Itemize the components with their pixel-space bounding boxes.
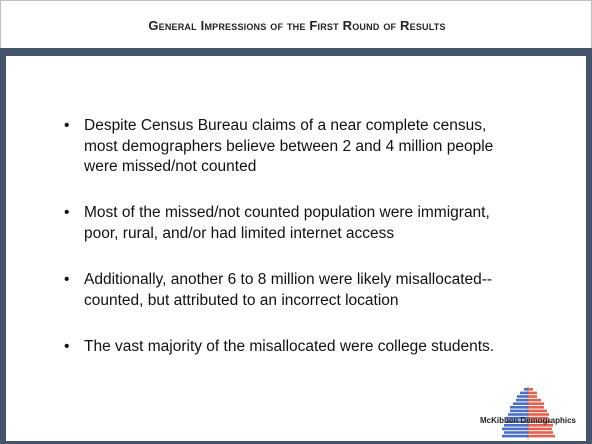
bullet-line: The vast majority of the misallocated we… bbox=[84, 338, 495, 355]
logo-bar bbox=[524, 388, 528, 391]
logo-text: McKibben Demographics bbox=[479, 416, 576, 425]
content-frame bbox=[0, 48, 592, 444]
logo-bar bbox=[528, 402, 544, 405]
logo-bar bbox=[510, 409, 528, 413]
bullet-dot: • bbox=[64, 204, 70, 221]
logo-bar bbox=[504, 431, 528, 434]
logo-bar bbox=[528, 431, 553, 434]
logo-bar bbox=[528, 391, 537, 395]
logo-bar bbox=[516, 398, 528, 402]
bullet-line: Despite Census Bureau claims of a near c… bbox=[84, 117, 487, 134]
logo: McKibben Demographics bbox=[478, 386, 578, 440]
logo-bar bbox=[528, 427, 552, 431]
bullet-dot: • bbox=[64, 117, 70, 134]
logo-bar bbox=[528, 424, 553, 427]
bullet-line: were missed/not counted bbox=[84, 158, 257, 175]
bullet-line: poor, rural, and/or had limited internet… bbox=[84, 224, 395, 242]
logo-pyramid bbox=[502, 386, 555, 440]
bullet-line: Additionally, another 6 to 8 million wer… bbox=[84, 271, 493, 288]
logo-bar bbox=[528, 388, 533, 391]
logo-bar bbox=[510, 406, 528, 409]
logo-bar bbox=[528, 395, 537, 398]
logo-bar bbox=[502, 434, 528, 438]
logo-bar bbox=[528, 434, 555, 438]
slide-title: General Impressions of the First Round o… bbox=[148, 18, 446, 33]
logo-bar bbox=[506, 416, 528, 420]
bullet-line: Most of the missed/not counted populatio… bbox=[84, 204, 490, 221]
logo-bar bbox=[502, 427, 528, 431]
logo-bar bbox=[508, 413, 528, 416]
logo-bar bbox=[504, 424, 528, 427]
bullet-line: counted, but attributed to an incorrect … bbox=[84, 291, 399, 309]
logo-bar bbox=[528, 420, 551, 423]
logo-bar bbox=[528, 409, 547, 413]
bullet-dot: • bbox=[64, 271, 70, 288]
bullet-line: most demographers believe between 2 and … bbox=[84, 137, 494, 155]
logo-bar bbox=[528, 416, 548, 420]
logo-bar bbox=[506, 420, 528, 423]
logo-bar bbox=[517, 395, 528, 398]
logo-bar bbox=[520, 391, 528, 395]
logo-bar bbox=[513, 402, 528, 405]
bullet-dot: • bbox=[64, 338, 70, 355]
logo-bar bbox=[528, 406, 544, 409]
header: General Impressions of the First Round o… bbox=[0, 0, 592, 48]
logo-bar bbox=[528, 413, 549, 416]
logo-bar bbox=[528, 398, 541, 402]
